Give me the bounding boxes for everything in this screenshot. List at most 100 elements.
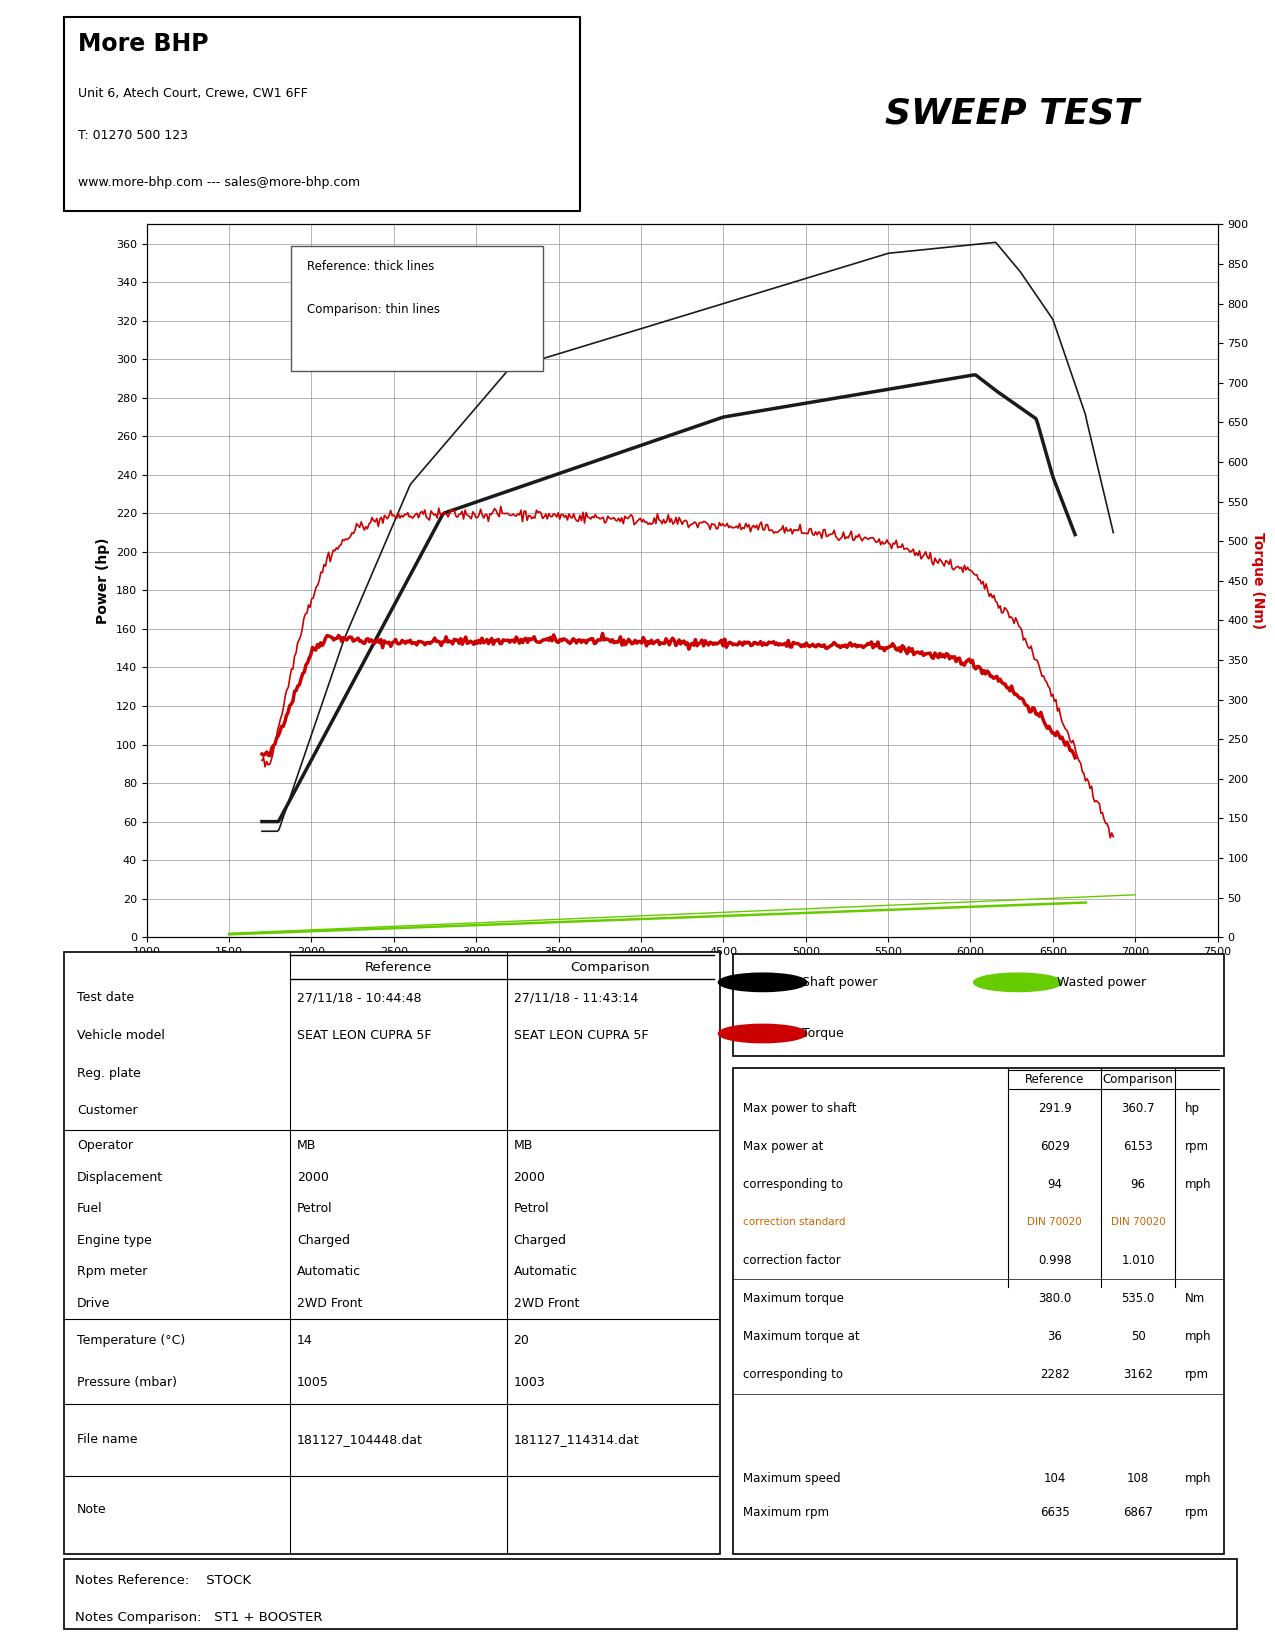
Text: Automatic: Automatic	[514, 1266, 578, 1279]
Circle shape	[718, 974, 807, 992]
Text: 94: 94	[1047, 1178, 1062, 1191]
Circle shape	[718, 1025, 807, 1043]
Text: SEAT LEON CUPRA 5F: SEAT LEON CUPRA 5F	[297, 1030, 431, 1043]
Text: 104: 104	[1043, 1472, 1066, 1485]
Text: 360.7: 360.7	[1121, 1102, 1155, 1115]
Text: Reg. plate: Reg. plate	[76, 1068, 140, 1079]
Text: MB: MB	[297, 1138, 316, 1152]
Text: 36: 36	[1047, 1330, 1062, 1343]
Text: File name: File name	[76, 1434, 138, 1447]
Text: www.more-bhp.com --- sales@more-bhp.com: www.more-bhp.com --- sales@more-bhp.com	[78, 177, 360, 190]
Text: Notes Comparison:   ST1 + BOOSTER: Notes Comparison: ST1 + BOOSTER	[75, 1610, 323, 1624]
Text: Temperature (°C): Temperature (°C)	[76, 1333, 185, 1346]
Text: 14: 14	[297, 1333, 312, 1346]
Text: correction standard: correction standard	[743, 1218, 845, 1228]
Text: Maximum rpm: Maximum rpm	[743, 1506, 829, 1520]
Text: Test date: Test date	[76, 992, 134, 1005]
Text: Drive: Drive	[76, 1297, 110, 1310]
Text: Automatic: Automatic	[297, 1266, 361, 1279]
Text: 27/11/18 - 10:44:48: 27/11/18 - 10:44:48	[297, 992, 421, 1005]
Text: 1003: 1003	[514, 1376, 546, 1389]
Text: Unit 6, Atech Court, Crewe, CW1 6FF: Unit 6, Atech Court, Crewe, CW1 6FF	[78, 86, 307, 99]
Text: 2000: 2000	[514, 1170, 546, 1183]
Text: 181127_114314.dat: 181127_114314.dat	[514, 1434, 639, 1447]
Text: Reference: Reference	[1025, 1072, 1084, 1086]
Text: DIN 70020: DIN 70020	[1111, 1218, 1165, 1228]
Text: Maximum speed: Maximum speed	[743, 1472, 840, 1485]
Text: 27/11/18 - 11:43:14: 27/11/18 - 11:43:14	[514, 992, 638, 1005]
Text: SEAT LEON CUPRA 5F: SEAT LEON CUPRA 5F	[514, 1030, 648, 1043]
Text: 50: 50	[1131, 1330, 1145, 1343]
Text: Rpm meter: Rpm meter	[76, 1266, 147, 1279]
FancyBboxPatch shape	[291, 246, 543, 371]
X-axis label: Rpm: Rpm	[663, 962, 701, 977]
Text: 2282: 2282	[1039, 1368, 1070, 1381]
Text: Charged: Charged	[514, 1234, 566, 1247]
Text: 2000: 2000	[297, 1170, 329, 1183]
Text: Torque: Torque	[802, 1026, 844, 1040]
Text: Customer: Customer	[76, 1104, 138, 1117]
Text: 181127_104448.dat: 181127_104448.dat	[297, 1434, 423, 1447]
Text: Wasted power: Wasted power	[1057, 975, 1146, 988]
Text: T: 01270 500 123: T: 01270 500 123	[78, 129, 187, 142]
Text: correction factor: correction factor	[743, 1254, 840, 1267]
Text: MB: MB	[514, 1138, 533, 1152]
Text: Vehicle model: Vehicle model	[76, 1030, 164, 1043]
Text: Max power at: Max power at	[743, 1140, 824, 1153]
Text: rpm: rpm	[1184, 1506, 1209, 1520]
Text: Notes Reference:    STOCK: Notes Reference: STOCK	[75, 1574, 251, 1587]
Text: Max power to shaft: Max power to shaft	[743, 1102, 857, 1115]
FancyBboxPatch shape	[64, 1559, 1237, 1629]
Text: Fuel: Fuel	[76, 1203, 102, 1216]
Text: Comparison: Comparison	[1103, 1072, 1173, 1086]
Text: mph: mph	[1184, 1472, 1211, 1485]
Text: Nm: Nm	[1184, 1292, 1205, 1305]
Text: mph: mph	[1184, 1330, 1211, 1343]
Text: corresponding to: corresponding to	[743, 1368, 843, 1381]
Y-axis label: Torque (Nm): Torque (Nm)	[1251, 533, 1265, 629]
Text: 96: 96	[1131, 1178, 1146, 1191]
Text: hp: hp	[1184, 1102, 1200, 1115]
Text: 0.998: 0.998	[1038, 1254, 1071, 1267]
Text: 108: 108	[1127, 1472, 1149, 1485]
Text: corresponding to: corresponding to	[743, 1178, 843, 1191]
Y-axis label: Power (hp): Power (hp)	[96, 538, 110, 624]
FancyBboxPatch shape	[64, 16, 580, 211]
Text: More BHP: More BHP	[78, 31, 208, 56]
Text: 291.9: 291.9	[1038, 1102, 1071, 1115]
Text: 2WD Front: 2WD Front	[514, 1297, 579, 1310]
Text: rpm: rpm	[1184, 1368, 1209, 1381]
Text: Comparison: thin lines: Comparison: thin lines	[307, 304, 440, 315]
Text: Petrol: Petrol	[514, 1203, 550, 1216]
Text: Displacement: Displacement	[76, 1170, 163, 1183]
Text: mph: mph	[1184, 1178, 1211, 1191]
Text: Petrol: Petrol	[297, 1203, 333, 1216]
Text: 3162: 3162	[1123, 1368, 1153, 1381]
Text: 20: 20	[514, 1333, 529, 1346]
Text: Note: Note	[76, 1503, 107, 1516]
Text: Reference: Reference	[365, 960, 432, 974]
Text: 1005: 1005	[297, 1376, 329, 1389]
Text: Shaft power: Shaft power	[802, 975, 877, 988]
Text: 6029: 6029	[1039, 1140, 1070, 1153]
Text: 6153: 6153	[1123, 1140, 1153, 1153]
Text: DIN 70020: DIN 70020	[1028, 1218, 1082, 1228]
Text: 6867: 6867	[1123, 1506, 1153, 1520]
Text: 1.010: 1.010	[1121, 1254, 1155, 1267]
Text: 2WD Front: 2WD Front	[297, 1297, 362, 1310]
Text: Pressure (mbar): Pressure (mbar)	[76, 1376, 177, 1389]
Text: Reference: thick lines: Reference: thick lines	[307, 261, 435, 272]
Text: Charged: Charged	[297, 1234, 349, 1247]
FancyBboxPatch shape	[733, 954, 1224, 1056]
Text: rpm: rpm	[1184, 1140, 1209, 1153]
Text: Operator: Operator	[76, 1138, 133, 1152]
Text: 380.0: 380.0	[1038, 1292, 1071, 1305]
FancyBboxPatch shape	[733, 1068, 1224, 1554]
Circle shape	[974, 974, 1062, 992]
Text: 6635: 6635	[1040, 1506, 1070, 1520]
Text: Comparison: Comparison	[571, 960, 650, 974]
FancyBboxPatch shape	[64, 952, 720, 1554]
Text: SWEEP TEST: SWEEP TEST	[885, 97, 1139, 130]
Text: Maximum torque: Maximum torque	[743, 1292, 844, 1305]
Text: Maximum torque at: Maximum torque at	[743, 1330, 859, 1343]
